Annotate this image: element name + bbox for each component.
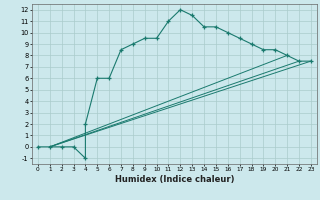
X-axis label: Humidex (Indice chaleur): Humidex (Indice chaleur) [115,175,234,184]
